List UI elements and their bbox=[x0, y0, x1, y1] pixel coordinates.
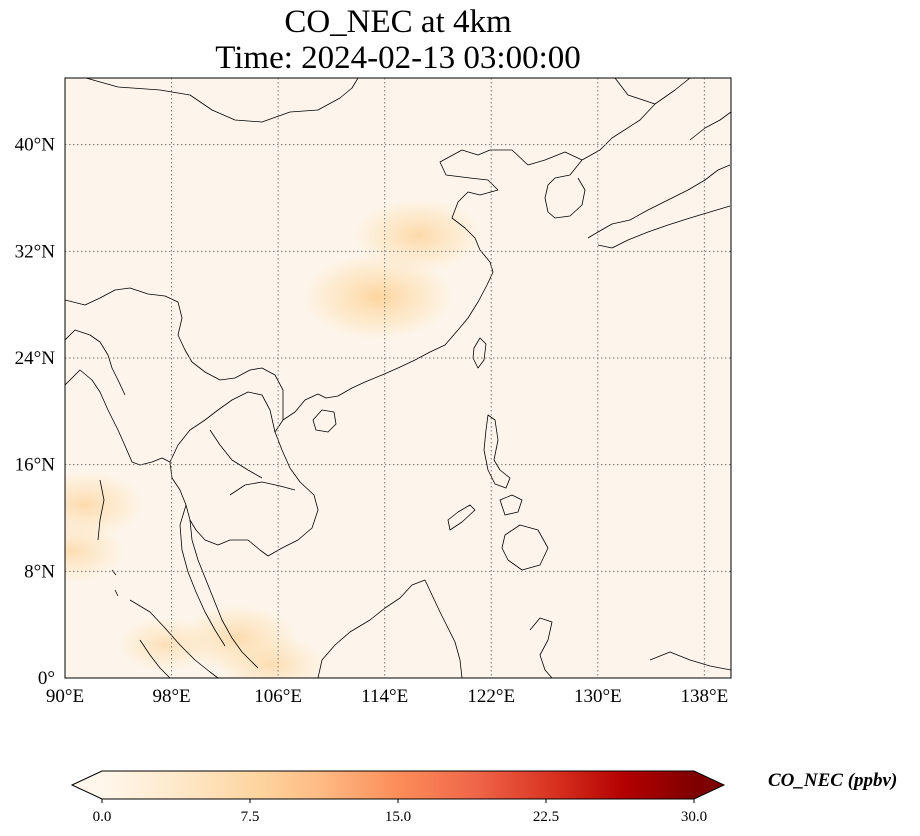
lat-tick-label-3: 24°N bbox=[15, 348, 56, 369]
colorbar-tick-label-4: 30.0 bbox=[681, 809, 707, 825]
lat-tick-label-0: 0° bbox=[38, 668, 55, 689]
colorbar-extend-min bbox=[72, 771, 102, 799]
hainan-island bbox=[312, 409, 337, 433]
colorbar-gradient bbox=[102, 771, 694, 799]
lon-tick-label-3: 114°E bbox=[361, 686, 408, 707]
myanmar-border bbox=[65, 329, 126, 396]
concentration-hotspot-2 bbox=[65, 471, 144, 539]
lon-tick-label-1: 98°E bbox=[152, 686, 190, 707]
malay-peninsula bbox=[189, 519, 259, 669]
andaman-coast bbox=[97, 479, 105, 541]
colorbar-tick-label-3: 22.5 bbox=[533, 809, 559, 825]
colorbar-ticks: 0.0 7.5 15.0 22.5 30.0 bbox=[93, 799, 707, 825]
china-coastline bbox=[282, 149, 583, 421]
concentration-hotspot-5 bbox=[117, 617, 213, 672]
colorbar-tick-label-2: 15.0 bbox=[385, 809, 411, 825]
luzon-island bbox=[483, 414, 511, 489]
thailand-border bbox=[169, 391, 276, 463]
lat-tick-label-4: 32°N bbox=[15, 241, 56, 262]
northeast-border-2 bbox=[581, 103, 656, 161]
colorbar-tick-label-0: 0.0 bbox=[93, 809, 112, 825]
lat-tick-label-5: 40°N bbox=[15, 135, 56, 156]
sumatra-coast-2 bbox=[139, 639, 171, 678]
indochina-coast bbox=[169, 419, 319, 557]
laos-vietnam-border bbox=[191, 361, 284, 420]
title-line-2: Time: 2024-02-13 03:00:00 bbox=[215, 40, 581, 76]
borneo-coast bbox=[317, 579, 463, 678]
lat-tick-label-2: 16°N bbox=[15, 455, 56, 476]
sulawesi-coast bbox=[529, 617, 553, 678]
mindanao-island bbox=[501, 524, 549, 571]
map-frame bbox=[64, 77, 732, 679]
new-guinea-coast bbox=[649, 651, 731, 671]
lon-tick-label-0: 90°E bbox=[46, 686, 84, 707]
colorbar-title: CO_NEC (ppbv) bbox=[768, 770, 898, 791]
coastlines-and-borders bbox=[65, 78, 731, 678]
myanmar-coast bbox=[65, 369, 171, 466]
northern-border bbox=[85, 78, 359, 123]
concentration-hotspot-6 bbox=[218, 634, 325, 678]
cambodia-border bbox=[229, 481, 296, 496]
concentration-hotspot-3 bbox=[65, 520, 125, 582]
palawan-island bbox=[447, 504, 476, 531]
lat-tick-label-1: 8°N bbox=[24, 561, 55, 582]
concentration-hotspot-0 bbox=[302, 253, 454, 340]
colorbar-extend-max bbox=[694, 771, 724, 799]
hokkaido-coast bbox=[689, 111, 731, 141]
colorbar: 0.0 7.5 15.0 22.5 30.0 bbox=[70, 770, 726, 825]
nicobar-islands bbox=[111, 569, 119, 597]
concentration-hotspot-1 bbox=[353, 198, 483, 273]
longitude-tick-labels: 90°E 98°E 106°E 114°E 122°E 130°E 138°E bbox=[46, 686, 728, 707]
sumatra-coast bbox=[129, 599, 219, 678]
japan-coastline bbox=[587, 164, 731, 239]
lon-tick-label-6: 138°E bbox=[681, 686, 729, 707]
graticule bbox=[65, 78, 731, 678]
latitude-tick-labels: 0° 8°N 16°N 24°N 32°N 40°N bbox=[15, 135, 56, 689]
lon-tick-label-4: 122°E bbox=[467, 686, 515, 707]
visayas-islands bbox=[499, 494, 523, 516]
malay-peninsula-west bbox=[179, 504, 226, 647]
lon-tick-label-2: 106°E bbox=[254, 686, 302, 707]
lon-tick-label-5: 130°E bbox=[574, 686, 622, 707]
colorbar-tick-label-1: 7.5 bbox=[241, 809, 260, 825]
title-line-1: CO_NEC at 4km bbox=[284, 4, 512, 40]
map-background bbox=[65, 78, 731, 678]
korea-peninsula bbox=[544, 159, 586, 219]
japan-south-coast bbox=[597, 205, 731, 249]
map-title: CO_NEC at 4km Time: 2024-02-13 03:00:00 bbox=[65, 4, 731, 76]
concentration-field bbox=[65, 198, 483, 678]
laos-border-inner bbox=[209, 429, 263, 479]
china-india-border bbox=[65, 287, 193, 363]
